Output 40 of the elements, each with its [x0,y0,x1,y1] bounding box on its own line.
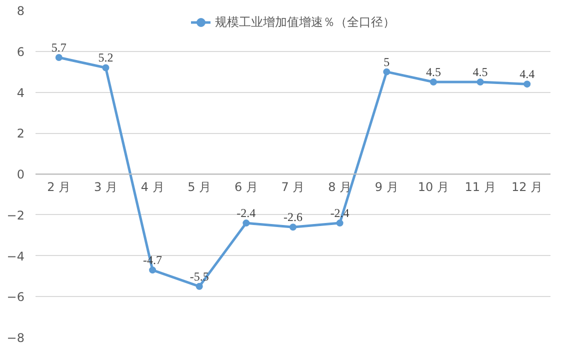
point [336,220,344,227]
point [102,64,110,72]
x-tick-label: 9 月 [374,180,398,194]
data-label: 4.5 [472,65,488,80]
x-tick-label: 11 月 [464,180,496,194]
x-tick-label: 3 月 [94,180,118,194]
x-tick-label: 4 月 [140,180,164,194]
x-tick-label: 12 月 [512,180,543,194]
point [196,282,203,290]
y-tick-label: −2 [6,208,25,222]
data-label: 5 [384,54,390,69]
y-tick-label: −8 [6,331,25,345]
y-tick-label: −6 [6,290,25,304]
data-label: -2.4 [236,206,256,220]
y-tick-label: −4 [6,249,25,264]
x-tick-label: 6 月 [234,180,258,194]
data-label: 4.4 [520,67,535,82]
data-label: 5.7 [51,40,66,55]
point [149,266,156,274]
data-label: 5.2 [98,50,114,65]
y-tick-label: 2 [16,126,25,141]
point [55,54,62,61]
point [383,68,390,76]
data-label: -2.6 [284,210,302,224]
x-tick-label: 8 月 [328,180,352,194]
y-tick-label: 0 [16,168,25,182]
point [242,220,250,227]
x-tick-label: 7 月 [281,180,305,194]
data-label: 4.5 [426,65,441,80]
y-tick-label: 8 [16,4,25,18]
legend-label: 规模工业增加值增速％（全口径） [215,14,395,30]
point [524,80,531,88]
x-tick-label: 2 月 [47,180,71,194]
point [430,78,437,86]
point [476,78,484,86]
point [290,224,296,231]
x-tick-label: 5 月 [188,180,212,194]
y-tick-label: 4 [16,86,25,100]
x-tick-label: 10 月 [418,180,450,194]
y-tick-label: 6 [16,44,25,59]
